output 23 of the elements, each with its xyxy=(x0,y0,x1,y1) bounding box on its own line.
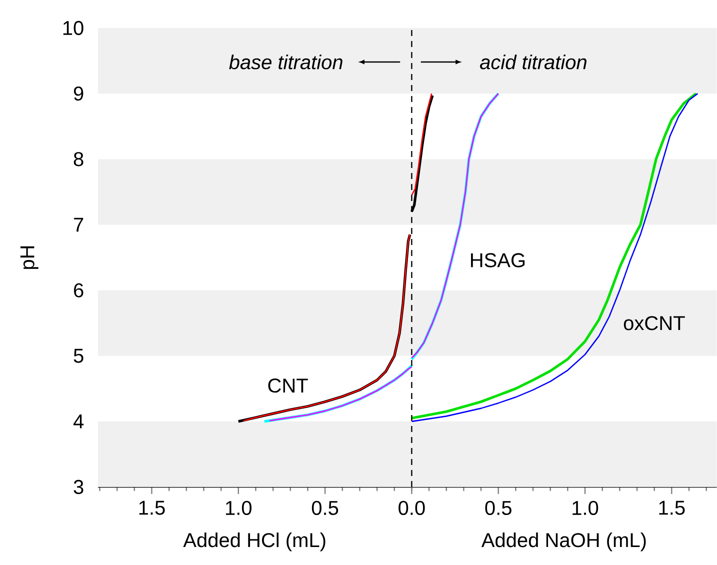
x-axis-title: Added HCl (mL) xyxy=(183,532,326,552)
y-tick-label: 7 xyxy=(74,218,84,232)
y-tick-label: 8 xyxy=(74,152,84,166)
annotation: CNT xyxy=(268,378,308,393)
y-tick-label: 10 xyxy=(63,20,84,36)
annotation: acid titration xyxy=(480,54,586,70)
y-axis-title: pH xyxy=(20,246,38,269)
x-tick-label: 1.5 xyxy=(659,500,685,515)
x-tick-label: 1.0 xyxy=(226,500,252,516)
annotation: HSAG xyxy=(471,253,525,268)
x-tick-label: 0.5 xyxy=(312,500,338,516)
x-axis-title: Added NaOH (mL) xyxy=(481,532,646,552)
x-tick-label: 0.0 xyxy=(398,500,425,516)
annotation: base titration xyxy=(229,54,342,70)
y-tick-label: 3 xyxy=(74,480,84,494)
x-tick-label: 0.5 xyxy=(485,500,512,516)
y-tick-label: 6 xyxy=(74,283,84,298)
y-tick-label: 9 xyxy=(74,86,84,101)
x-tick-label: 1.5 xyxy=(139,500,165,515)
annotation: oxCNT xyxy=(624,316,685,330)
x-tick-label: 1.0 xyxy=(572,500,598,516)
y-tick-label: 4 xyxy=(73,414,84,428)
y-tick-label: 5 xyxy=(74,348,84,363)
